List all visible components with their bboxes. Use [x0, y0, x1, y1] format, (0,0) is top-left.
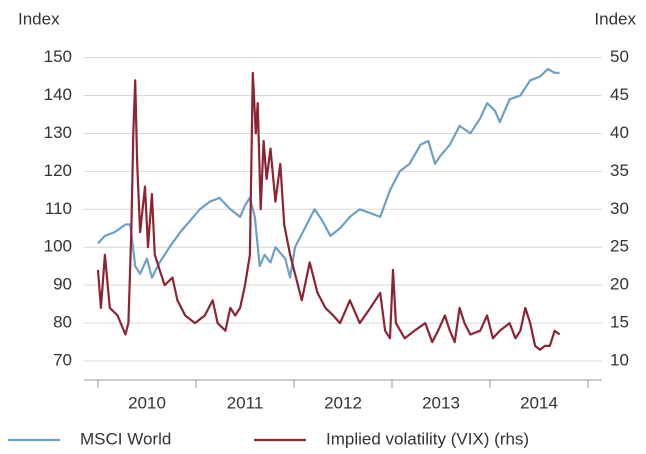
y2-tick-label: 15	[610, 313, 629, 332]
legend-label: Implied volatility (VIX) (rhs)	[326, 429, 529, 448]
y2-tick-label: 40	[610, 123, 629, 142]
y-tick-label: 80	[53, 313, 72, 332]
x-tick-label: 2013	[422, 393, 460, 412]
y-tick-label: 150	[44, 47, 72, 66]
x-tick-label: 2011	[227, 393, 264, 412]
x-tick-label: 2012	[324, 393, 362, 412]
y-tick-label: 130	[44, 123, 72, 142]
y2-tick-label: 35	[610, 161, 629, 180]
y2-tick-label: 10	[610, 351, 629, 370]
y2-tick-label: 25	[610, 237, 629, 256]
y-tick-label: 70	[53, 351, 72, 370]
series-line	[97, 67, 560, 279]
y2-tick-label: 30	[610, 199, 629, 218]
y2-tick-label: 45	[610, 85, 629, 104]
y2-axis-label: Index	[594, 9, 636, 28]
y-tick-label: 90	[53, 275, 72, 294]
y-axis-label: Index	[18, 9, 60, 28]
y2-tick-label: 20	[610, 275, 629, 294]
y2-tick-label: 50	[610, 47, 629, 66]
legend-label: MSCI World	[80, 429, 171, 448]
y-tick-label: 100	[44, 237, 72, 256]
y-tick-label: 120	[44, 161, 72, 180]
series-line	[96, 71, 561, 351]
x-tick-label: 2014	[520, 393, 558, 412]
y-tick-label: 110	[45, 199, 72, 218]
x-tick-label: 2010	[128, 393, 166, 412]
y-tick-label: 140	[44, 85, 72, 104]
